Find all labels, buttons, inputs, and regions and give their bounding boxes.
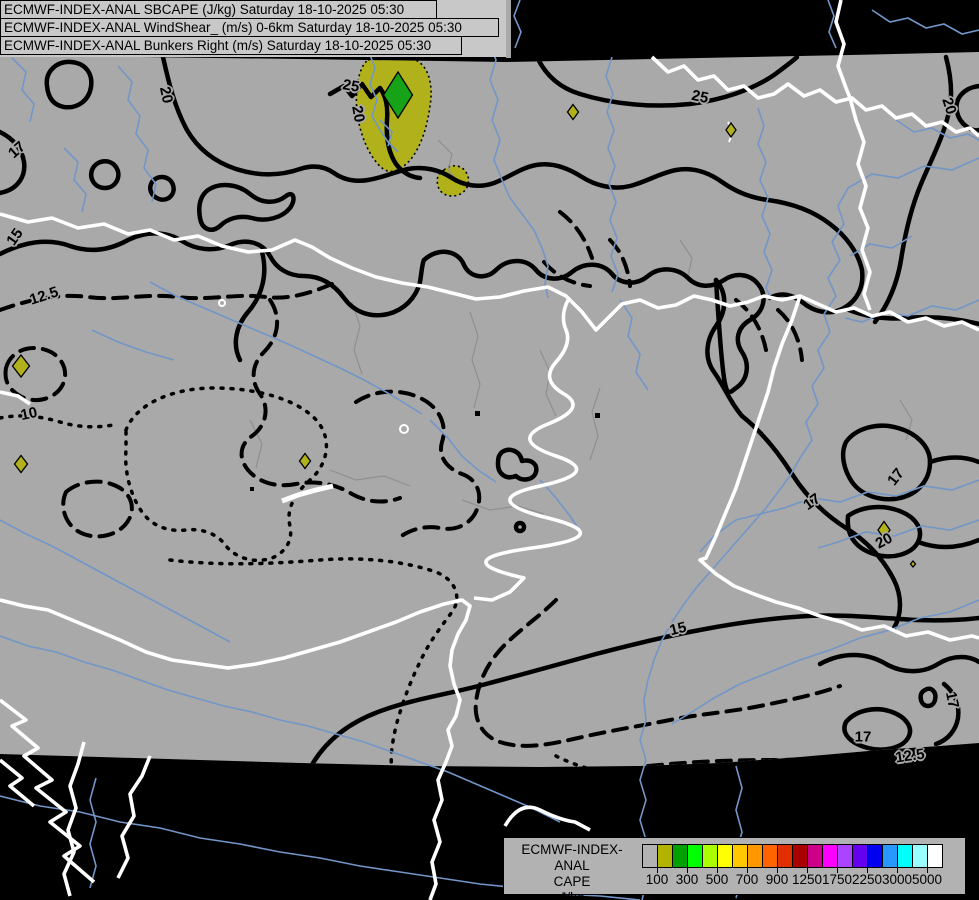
legend-swatch	[792, 844, 808, 868]
legend-swatch	[867, 844, 883, 868]
legend-tick-value: 2250	[851, 872, 883, 887]
title-bar-windshear: ECMWF-INDEX-ANAL WindShear_ (m/s) 0-6km …	[0, 18, 499, 37]
legend-swatch	[822, 844, 838, 868]
title-block: ECMWF-INDEX-ANAL SBCAPE (J/kg) Saturday …	[0, 0, 506, 57]
grid-dots	[250, 411, 600, 491]
title-block-edge	[506, 0, 511, 58]
legend-swatch	[702, 844, 718, 868]
contour-label: 20	[155, 85, 177, 105]
diamond-marker	[382, 70, 414, 120]
legend-tick-mark	[807, 868, 808, 873]
legend-tick-mark	[927, 868, 928, 873]
cape-area-large	[355, 54, 432, 173]
legend-swatch	[852, 844, 868, 868]
legend-swatch	[837, 844, 853, 868]
contour-label: 17	[941, 690, 963, 710]
legend-color-scale	[642, 844, 943, 868]
legend-swatch	[882, 844, 898, 868]
diamond-marker	[298, 452, 312, 470]
contour-label: 20	[348, 104, 368, 124]
legend-swatch	[912, 844, 928, 868]
title-bar-sbcape: ECMWF-INDEX-ANAL SBCAPE (J/kg) Saturday …	[0, 0, 437, 19]
contour-label: 25	[341, 76, 361, 96]
diamond-marker	[725, 121, 737, 139]
legend-swatch	[717, 844, 733, 868]
cape-diamond-markers	[11, 70, 917, 569]
legend-tick-value: 100	[645, 872, 669, 887]
county-borders	[249, 139, 913, 515]
contour-label: 25	[690, 86, 710, 108]
legend-tick-value: 900	[765, 872, 789, 887]
legend-swatch	[732, 844, 748, 868]
legend-swatch	[807, 844, 823, 868]
cape-legend: ECMWF-INDEX-ANAL CAPE J/kg 100 300 500 700 9…	[503, 837, 966, 900]
diamond-marker	[909, 559, 917, 569]
legend-tick-mark	[867, 868, 868, 873]
legend-tick-mark	[897, 868, 898, 873]
legend-units: J/kg	[559, 890, 585, 900]
legend-tick-mark	[687, 868, 688, 873]
legend-tick-mark	[837, 868, 838, 873]
contour-label: 17	[854, 728, 872, 746]
diamond-marker	[566, 103, 580, 121]
diamond-marker	[13, 454, 29, 474]
legend-tick-value: 1750	[821, 872, 853, 887]
legend-tick-mark	[657, 868, 658, 873]
legend-tick-mark	[747, 868, 748, 873]
legend-model-name: ECMWF-INDEX-ANAL	[521, 842, 623, 873]
legend-swatch	[897, 844, 913, 868]
diamond-marker	[11, 353, 31, 379]
legend-swatch	[747, 844, 763, 868]
legend-tick-value: 700	[735, 872, 759, 887]
contour-label: 10	[19, 403, 39, 425]
legend-swatch	[642, 844, 658, 868]
legend-swatch	[657, 844, 673, 868]
legend-swatch	[777, 844, 793, 868]
legend-swatch	[762, 844, 778, 868]
legend-tick-mark	[717, 868, 718, 873]
legend-text: ECMWF-INDEX-ANAL CAPE J/kg	[504, 842, 640, 900]
title-text-windshear: ECMWF-INDEX-ANAL WindShear_ (m/s) 0-6km …	[4, 20, 462, 35]
contours-dotted	[0, 386, 622, 767]
legend-swatch	[672, 844, 688, 868]
legend-tick-value: 500	[705, 872, 729, 887]
title-bar-bunkers: ECMWF-INDEX-ANAL Bunkers Right (m/s) Sat…	[0, 36, 462, 55]
diamond-marker	[877, 520, 891, 540]
legend-parameter: CAPE	[553, 874, 591, 889]
legend-tick-value: 1250	[791, 872, 823, 887]
title-text-bunkers: ECMWF-INDEX-ANAL Bunkers Right (m/s) Sat…	[4, 38, 432, 53]
title-text-sbcape: ECMWF-INDEX-ANAL SBCAPE (J/kg) Saturday …	[4, 2, 405, 17]
legend-swatch	[687, 844, 703, 868]
legend-swatch	[927, 844, 943, 868]
legend-tick-mark	[777, 868, 778, 873]
legend-tick-value: 300	[675, 872, 699, 887]
legend-tick-value: 3000	[881, 872, 913, 887]
legend-tick-value: 5000	[911, 872, 943, 887]
